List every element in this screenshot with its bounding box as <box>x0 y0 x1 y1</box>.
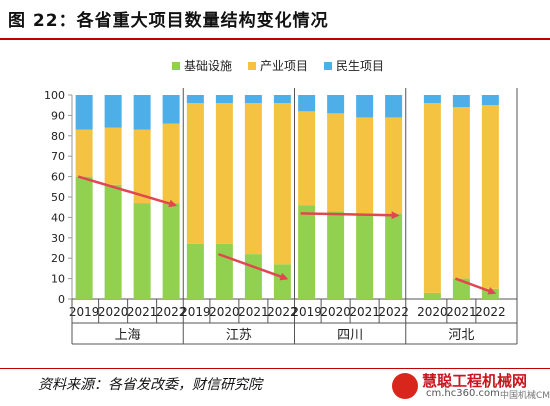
watermark-logo: 慧聪工程机械网 cm.hc360.com 中国机械CM <box>392 370 550 402</box>
bar-livelihood <box>481 95 499 106</box>
bar-industry <box>133 129 151 204</box>
bar-industry <box>75 129 93 177</box>
y-tick-label: 70 <box>51 150 65 163</box>
watermark-sub: 中国机械CM <box>500 391 550 401</box>
bar-infrastructure <box>162 203 180 299</box>
trend-arrow <box>77 175 178 208</box>
group-label: 四川 <box>337 328 363 343</box>
bar-infrastructure <box>133 203 151 299</box>
bar-livelihood <box>385 95 403 118</box>
y-tick-label: 0 <box>58 293 65 306</box>
x-tick-label: 2020 <box>209 305 240 319</box>
x-tick-label: 2022 <box>156 305 187 319</box>
x-tick-label: 2020 <box>98 305 129 319</box>
x-tick-label: 2022 <box>475 305 506 319</box>
bar-livelihood <box>452 95 470 108</box>
trend-arrow <box>217 252 289 281</box>
bar-industry <box>244 103 262 255</box>
y-tick-label: 30 <box>51 232 65 245</box>
x-tick-label: 2021 <box>238 305 269 319</box>
source-note: 资料来源：各省发改委，财信研究院 <box>38 377 262 393</box>
bar-livelihood <box>215 95 233 104</box>
watermark-brand: 慧聪工程机械网 <box>422 372 528 390</box>
bar-livelihood <box>104 95 122 128</box>
y-tick-label: 20 <box>51 252 65 265</box>
stacked-bar-chart: 基础设施 产业项目 民生项目0102030405060708090100201920… <box>44 59 518 345</box>
bar-infrastructure <box>244 254 262 299</box>
bar-livelihood <box>273 95 291 104</box>
chart-title: 图 22：各省重大项目数量结构变化情况 <box>8 11 329 31</box>
x-tick-label: 2021 <box>127 305 158 319</box>
y-tick-label: 10 <box>51 273 65 286</box>
y-tick-label: 60 <box>51 171 65 184</box>
y-tick-label: 80 <box>51 130 65 143</box>
x-tick-label: 2021 <box>349 305 380 319</box>
bar-infrastructure <box>452 278 470 299</box>
trend-arrow <box>300 211 400 220</box>
group-label: 江苏 <box>226 327 252 343</box>
legend-label: 民生项目 <box>336 59 384 73</box>
bar-infrastructure <box>298 205 316 299</box>
group-label: 河北 <box>448 328 474 343</box>
watermark-site: cm.hc360.com <box>426 388 500 399</box>
bar-livelihood <box>423 95 441 104</box>
bar-infrastructure <box>104 184 122 299</box>
watermark-badge-icon <box>392 373 418 399</box>
bar-industry <box>162 123 180 204</box>
legend-swatch-2 <box>324 62 332 70</box>
trend-arrow <box>454 277 497 295</box>
y-tick-label: 100 <box>44 89 65 102</box>
bar-industry <box>385 117 403 214</box>
bar-infrastructure <box>75 176 93 299</box>
title-divider <box>0 38 550 40</box>
bar-industry <box>273 103 291 265</box>
x-tick-label: 2022 <box>378 305 409 319</box>
bar-livelihood <box>133 95 151 130</box>
y-tick-label: 50 <box>51 191 65 204</box>
bar-livelihood <box>75 95 93 130</box>
bar-infrastructure <box>186 243 204 299</box>
bar-industry <box>104 127 122 185</box>
legend-swatch-0 <box>172 62 180 70</box>
bar-livelihood <box>186 95 204 104</box>
bar-livelihood <box>244 95 262 104</box>
y-tick-label: 40 <box>51 211 65 224</box>
bar-industry <box>452 107 470 279</box>
x-tick-label: 2020 <box>320 305 351 319</box>
bar-industry <box>186 103 204 244</box>
x-tick-label: 2019 <box>69 305 100 319</box>
bar-industry <box>356 117 374 214</box>
x-tick-label: 2019 <box>291 305 322 319</box>
bar-infrastructure <box>423 292 441 299</box>
bar-livelihood <box>356 95 374 118</box>
bar-infrastructure <box>385 213 403 299</box>
footer-divider <box>0 368 550 369</box>
bar-industry <box>327 113 345 212</box>
bar-infrastructure <box>215 243 233 299</box>
x-tick-label: 2021 <box>446 305 477 319</box>
x-tick-label: 2022 <box>267 305 298 319</box>
bar-livelihood <box>298 95 316 112</box>
legend-label: 产业项目 <box>260 59 308 73</box>
bar-industry <box>423 103 441 293</box>
group-label: 上海 <box>115 328 141 343</box>
bar-infrastructure <box>327 211 345 299</box>
bar-industry <box>215 103 233 244</box>
legend-label: 基础设施 <box>184 59 232 73</box>
y-tick-label: 90 <box>51 109 65 122</box>
bar-industry <box>298 111 316 206</box>
bar-infrastructure <box>356 213 374 299</box>
x-tick-label: 2020 <box>417 305 448 319</box>
legend-swatch-1 <box>248 62 256 70</box>
bar-industry <box>481 105 499 289</box>
bar-livelihood <box>327 95 345 114</box>
bar-livelihood <box>162 95 180 124</box>
x-tick-label: 2019 <box>180 305 211 319</box>
bar-infrastructure <box>273 264 291 299</box>
